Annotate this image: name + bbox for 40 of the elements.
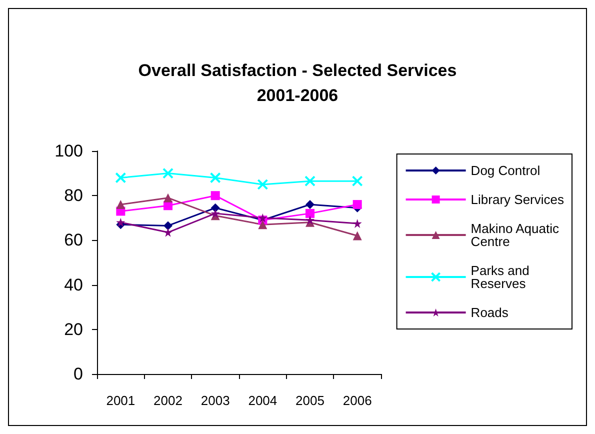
x-tick-label: 2005 <box>296 393 324 408</box>
y-tick-label: 80 <box>64 186 83 206</box>
legend-label: Parks and Reserves <box>470 263 533 291</box>
point <box>164 193 172 202</box>
point <box>210 191 220 200</box>
x-tick-label: 2002 <box>154 393 182 408</box>
point <box>210 208 220 218</box>
point <box>306 208 314 218</box>
point <box>352 218 362 228</box>
point <box>210 203 220 212</box>
legend-label: Dog Control <box>470 163 540 178</box>
point <box>115 172 126 184</box>
point <box>258 213 268 222</box>
point <box>352 200 362 210</box>
point <box>304 176 316 187</box>
x-tick-label: 2004 <box>248 393 278 408</box>
point <box>306 200 314 210</box>
y-tick-label: 0 <box>74 364 83 384</box>
point <box>210 172 221 184</box>
x-tick-label: 2001 <box>106 393 136 408</box>
point <box>258 220 268 230</box>
legend-label: Library Services <box>470 192 564 207</box>
point <box>116 200 126 210</box>
x-tick-label: 2006 <box>342 393 372 408</box>
chart-title: Overall Satisfaction - Selected Services <box>138 61 457 80</box>
point <box>164 221 172 230</box>
legend-label: Makino Aquatic Centre <box>470 221 563 249</box>
point <box>164 228 172 237</box>
point <box>116 218 126 227</box>
y-tick-label: 20 <box>64 320 83 339</box>
point <box>162 168 174 179</box>
point <box>257 178 268 190</box>
point <box>352 176 363 187</box>
legend-label: Roads <box>470 305 509 320</box>
y-tick-label: 100 <box>54 142 83 160</box>
y-tick-label: 60 <box>64 230 83 250</box>
chart-subtitle: 2001-2006 <box>256 86 338 105</box>
point <box>352 231 362 240</box>
x-tick-label: 2003 <box>200 393 230 408</box>
y-tick-label: 40 <box>64 275 83 294</box>
